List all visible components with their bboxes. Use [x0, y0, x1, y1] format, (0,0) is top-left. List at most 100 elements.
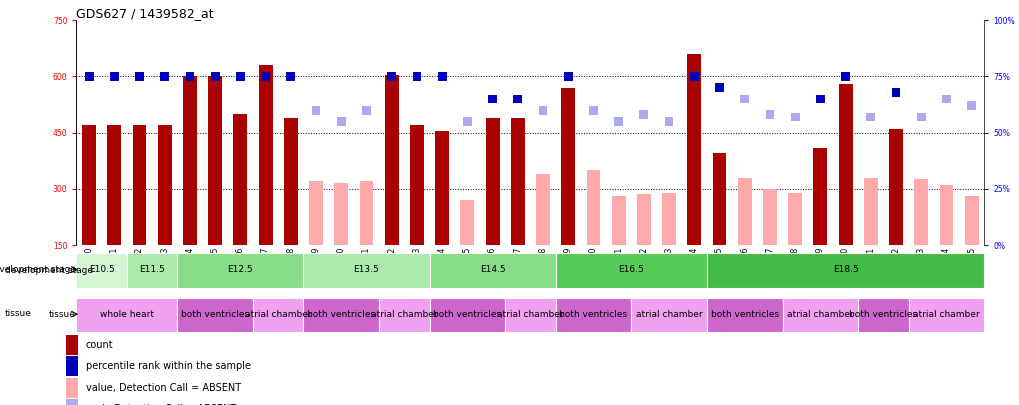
Text: atrial chamber: atrial chamber [245, 309, 311, 319]
Point [761, 111, 777, 118]
Point [937, 96, 954, 102]
Bar [964, 196, 977, 245]
Text: both ventricles: both ventricles [181, 309, 249, 319]
Bar [158, 125, 171, 245]
Bar [712, 153, 726, 245]
Bar [889, 129, 902, 245]
Bar [233, 114, 247, 245]
Bar [410, 125, 424, 245]
Text: tissue: tissue [49, 309, 75, 319]
Bar [782, 298, 857, 332]
Point [106, 73, 122, 80]
Point [635, 111, 651, 118]
Text: atrial chamber: atrial chamber [787, 309, 853, 319]
Bar [555, 253, 706, 288]
Point [232, 73, 249, 80]
Text: both ventricles: both ventricles [710, 309, 779, 319]
Point [282, 73, 299, 80]
Bar [429, 253, 555, 288]
Bar [126, 253, 177, 288]
Text: atrial chamber: atrial chamber [496, 309, 564, 319]
Point [433, 73, 449, 80]
Text: both ventricles: both ventricles [433, 309, 501, 319]
Bar [65, 399, 77, 405]
Text: both ventricles: both ventricles [307, 309, 375, 319]
Text: count: count [86, 340, 113, 350]
Bar [485, 117, 499, 245]
Point [207, 73, 223, 80]
Bar [511, 117, 524, 245]
Point [660, 118, 677, 125]
Point [862, 114, 878, 120]
Bar [504, 298, 555, 332]
Bar [208, 77, 222, 245]
Bar [908, 298, 983, 332]
Bar [384, 75, 398, 245]
Bar [631, 298, 706, 332]
Point [157, 73, 173, 80]
Bar [586, 170, 600, 245]
Point [308, 107, 324, 113]
Bar [177, 253, 304, 288]
Bar [309, 181, 323, 245]
Bar [304, 298, 379, 332]
Bar [304, 253, 429, 288]
Point [257, 73, 273, 80]
Bar [65, 335, 77, 355]
Bar [283, 117, 298, 245]
Bar [76, 298, 177, 332]
Text: E14.5: E14.5 [479, 265, 504, 274]
Text: E12.5: E12.5 [227, 265, 253, 274]
Bar [913, 179, 927, 245]
Text: E16.5: E16.5 [618, 265, 644, 274]
Point [787, 114, 803, 120]
Text: both ventricles: both ventricles [558, 309, 627, 319]
Bar [838, 84, 852, 245]
Point [459, 118, 475, 125]
Bar [259, 65, 272, 245]
Bar [636, 194, 650, 245]
Point [963, 102, 979, 109]
Point [510, 96, 526, 102]
Bar [788, 192, 801, 245]
Bar [938, 185, 953, 245]
Point [409, 73, 425, 80]
Point [181, 73, 198, 80]
Text: whole heart: whole heart [100, 309, 154, 319]
Bar [863, 177, 877, 245]
Point [333, 118, 350, 125]
Bar [379, 298, 429, 332]
Point [358, 107, 374, 113]
Text: atrial chamber: atrial chamber [912, 309, 979, 319]
Text: value, Detection Call = ABSENT: value, Detection Call = ABSENT [86, 383, 240, 392]
Bar [177, 298, 253, 332]
Bar [360, 181, 373, 245]
Bar [611, 196, 625, 245]
Bar [762, 189, 776, 245]
Bar [65, 377, 77, 398]
Text: development stage: development stage [0, 265, 75, 274]
Point [610, 118, 627, 125]
Point [81, 73, 97, 80]
Bar [857, 298, 908, 332]
Text: E11.5: E11.5 [140, 265, 165, 274]
Point [585, 107, 601, 113]
Bar [555, 298, 631, 332]
Bar [76, 253, 126, 288]
Bar [429, 298, 504, 332]
Point [736, 96, 752, 102]
Point [912, 114, 928, 120]
Point [383, 73, 399, 80]
Text: GDS627 / 1439582_at: GDS627 / 1439582_at [76, 7, 214, 20]
Bar [132, 125, 147, 245]
Text: both ventricles: both ventricles [849, 309, 917, 319]
Bar [435, 131, 448, 245]
Bar [107, 125, 121, 245]
Bar [737, 177, 751, 245]
Bar [83, 125, 96, 245]
Point [484, 96, 500, 102]
Bar [65, 356, 77, 376]
Text: atrial chamber: atrial chamber [371, 309, 437, 319]
Bar [687, 54, 700, 245]
Point [534, 107, 550, 113]
